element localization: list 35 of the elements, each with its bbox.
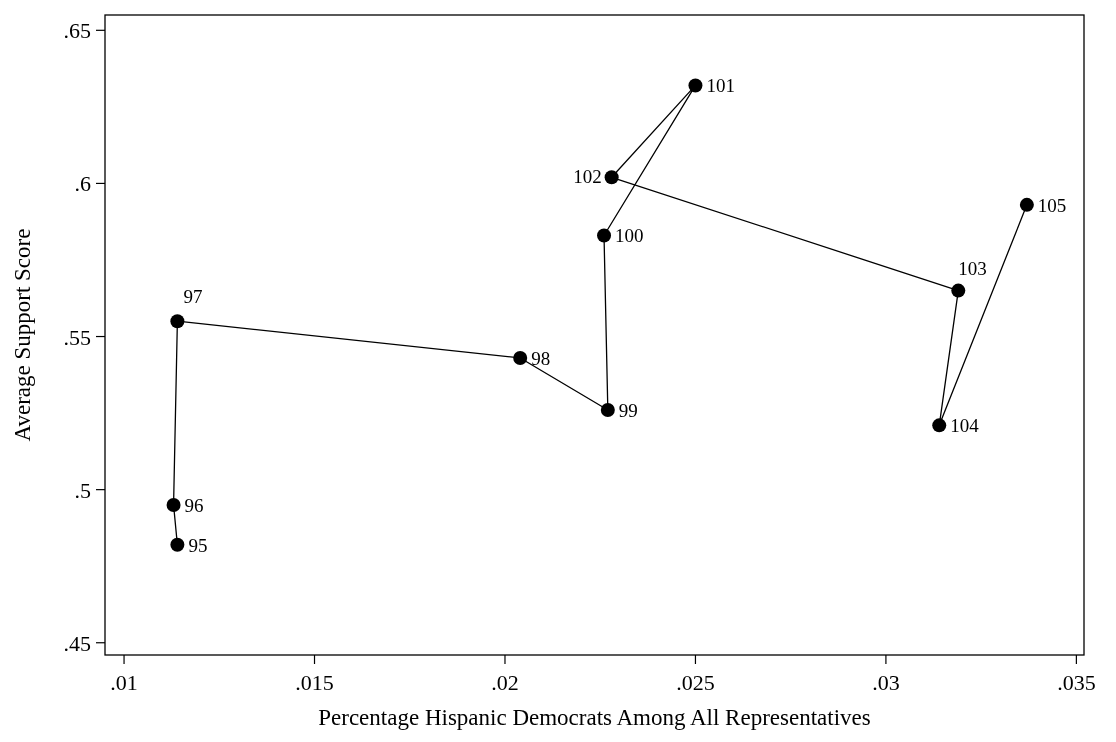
x-tick-label: .015 — [295, 670, 334, 695]
y-axis-title: Average Support Score — [10, 228, 35, 442]
point — [597, 228, 612, 243]
y-tick-label: .45 — [63, 630, 91, 656]
annotation: 103 — [958, 257, 987, 279]
annotation: 104 — [950, 415, 980, 437]
annotation: 95 — [188, 534, 208, 556]
point — [166, 497, 181, 512]
point — [513, 350, 528, 365]
x-axis-title: Percentage Hispanic Democrats Among All Representatives — [318, 705, 871, 730]
x-tick-label: .03 — [872, 670, 900, 695]
annotation: 96 — [184, 494, 204, 516]
y-tick-label: .65 — [63, 18, 91, 44]
point — [604, 170, 619, 185]
x-tick-label: .02 — [491, 670, 519, 695]
point — [170, 314, 185, 329]
x-tick-label: .025 — [676, 670, 715, 695]
annotation: 98 — [531, 347, 551, 369]
x-tick-label: .01 — [110, 670, 138, 695]
point — [688, 78, 703, 93]
x-tick-label: .035 — [1057, 670, 1096, 695]
annotation: 99 — [618, 400, 638, 422]
annotation: 102 — [573, 166, 602, 188]
annotation: 101 — [706, 75, 735, 97]
annotation: 105 — [1037, 194, 1067, 216]
point — [932, 418, 947, 433]
annotation: 97 — [183, 286, 203, 308]
y-tick-label: .5 — [74, 477, 91, 503]
point — [170, 537, 185, 552]
y-tick-label: .55 — [63, 324, 91, 350]
point — [1019, 197, 1034, 212]
annotation: 100 — [615, 225, 644, 247]
point — [951, 283, 966, 298]
point — [600, 403, 615, 418]
y-tick-label: .6 — [74, 171, 91, 197]
